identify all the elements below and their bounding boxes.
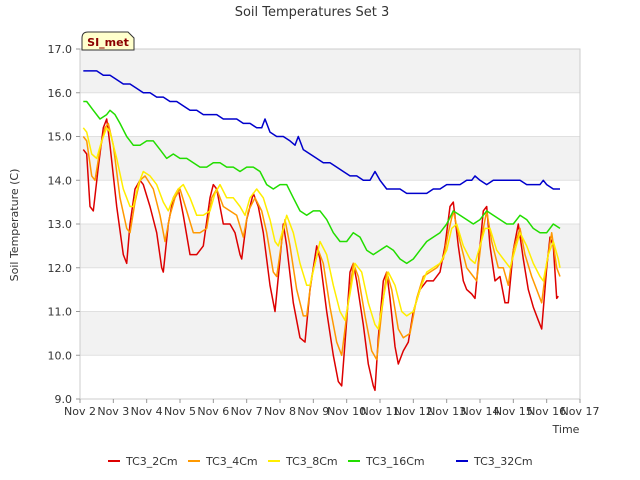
x-tick-label: Nov 17 xyxy=(561,405,600,418)
y-axis-label: Soil Temperature (C) xyxy=(8,169,21,282)
background-band xyxy=(80,136,580,181)
legend-label: TC3_4Cm xyxy=(205,455,258,468)
x-tick-label: Nov 12 xyxy=(394,405,433,418)
x-tick-label: Nov 7 xyxy=(231,405,263,418)
legend-label: TC3_16Cm xyxy=(365,455,425,468)
y-tick-label: 17.0 xyxy=(48,43,73,56)
x-tick-label: Nov 11 xyxy=(361,405,400,418)
y-tick-label: 13.0 xyxy=(48,218,73,231)
background-band xyxy=(80,355,580,399)
x-tick-label: Nov 8 xyxy=(264,405,296,418)
x-tick-label: Nov 4 xyxy=(131,405,163,418)
series-line-tc3-32cm xyxy=(83,70,560,195)
x-tick-label: Nov 2 xyxy=(64,405,96,418)
x-axis-ticks: Nov 2 Nov 3 Nov 4 Nov 5 Nov 6 Nov 7 Nov 8 Nov 9… xyxy=(64,399,599,418)
y-tick-label: 11.0 xyxy=(48,306,73,319)
series-line-tc3-8cm xyxy=(82,127,561,330)
x-tick-label: Nov 13 xyxy=(427,405,466,418)
y-tick-label: 16.0 xyxy=(48,87,73,100)
x-tick-label: Nov 14 xyxy=(461,405,500,418)
legend-label: TC3_32Cm xyxy=(473,455,533,468)
x-tick-label: Nov 5 xyxy=(164,405,196,418)
series-lines xyxy=(82,70,561,392)
y-tick-label: 15.0 xyxy=(48,131,73,144)
y-tick-label: 9.0 xyxy=(55,393,73,406)
background-band xyxy=(80,180,580,224)
y-tick-label: 10.0 xyxy=(48,349,73,362)
chart-title: Soil Temperatures Set 3 xyxy=(235,5,390,20)
background-band xyxy=(80,49,580,93)
x-tick-label: Nov 9 xyxy=(297,405,329,418)
legend-label: TC3_8Cm xyxy=(285,455,338,468)
site-badge: SI_met xyxy=(81,31,135,51)
x-tick-label: Nov 6 xyxy=(197,405,229,418)
legend: TC3_2Cm TC3_4Cm TC3_8Cm TC3_16Cm TC3_32Cm xyxy=(108,455,533,468)
background-band xyxy=(80,92,580,137)
x-tick-label: Nov 3 xyxy=(97,405,129,418)
x-axis-label: Time xyxy=(552,423,580,436)
y-tick-label: 14.0 xyxy=(48,174,73,187)
legend-label: TC3_2Cm xyxy=(125,455,178,468)
series-line-tc3-16cm xyxy=(83,100,561,265)
x-tick-label: Nov 15 xyxy=(494,405,533,418)
x-tick-label: Nov 16 xyxy=(527,405,566,418)
y-tick-label: 12.0 xyxy=(48,262,73,275)
x-tick-label: Nov 10 xyxy=(327,405,366,418)
site-badge-label: SI_met xyxy=(87,36,129,49)
y-axis-ticks: 9.0 10.0 11.0 12.0 13.0 14.0 15.0 16.0 17.0 xyxy=(48,43,80,406)
